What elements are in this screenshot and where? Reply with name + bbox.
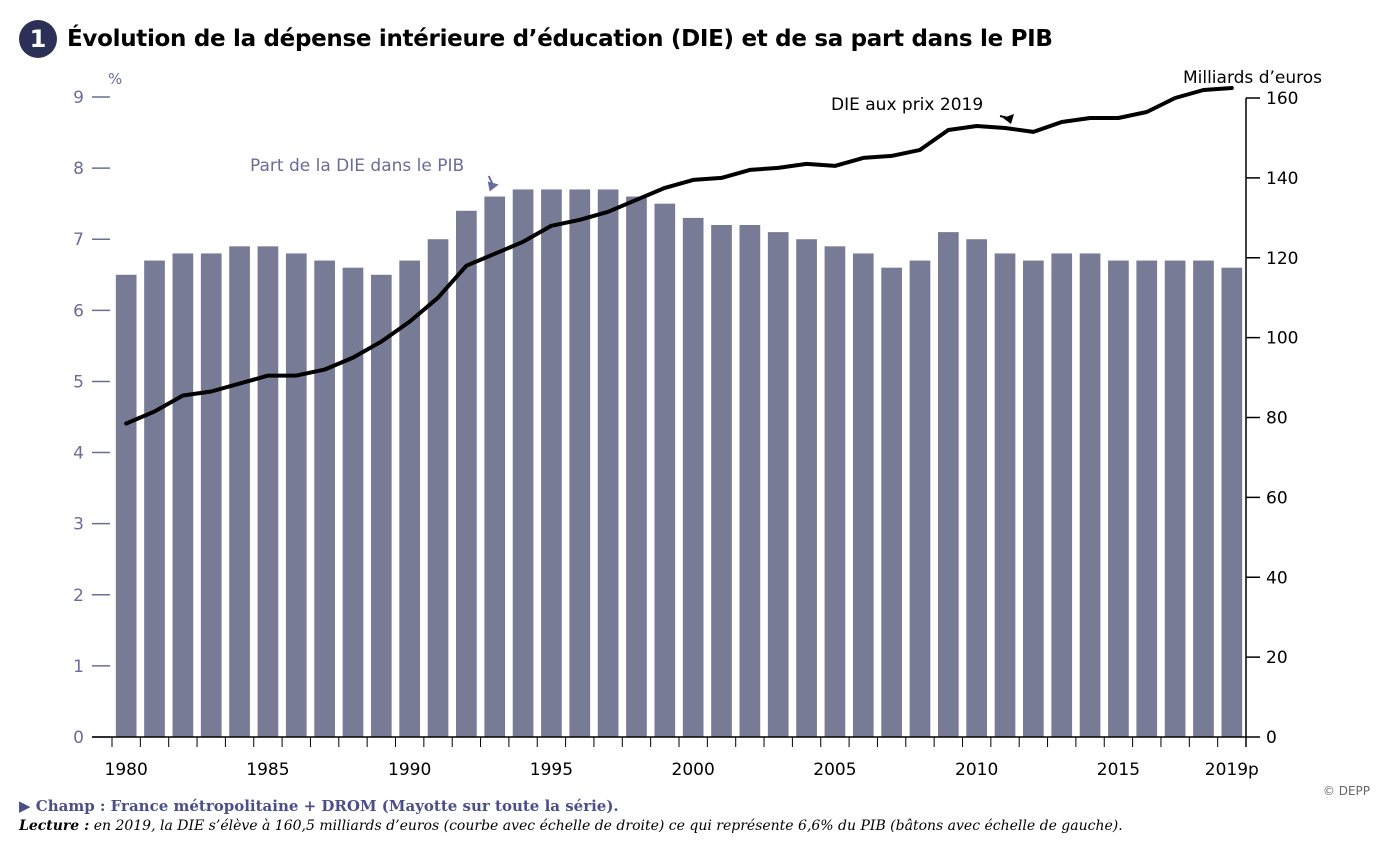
bar-2016 bbox=[1136, 260, 1158, 737]
chart-area: 0 1 2 3 4 5 6 7 8 9% 0 20 40 60 80 100 120 140 160Milliard… bbox=[73, 68, 1322, 780]
bar-2002 bbox=[739, 225, 761, 737]
bar-1996 bbox=[569, 189, 591, 737]
right-tick-label: 120 bbox=[1266, 249, 1298, 269]
x-tick-label-2019p: 2019p bbox=[1205, 760, 1259, 780]
lecture-text: en 2019, la DIE s’élève à 160,5 milliard… bbox=[89, 818, 1123, 834]
right-tick-label: 100 bbox=[1266, 329, 1298, 349]
die-line bbox=[124, 86, 1234, 426]
left-tick-label: 8 bbox=[73, 159, 84, 179]
bar-1982 bbox=[172, 253, 194, 737]
annotation-pib-label: Part de la DIE dans le PIB bbox=[250, 156, 464, 176]
x-tick-label-2000: 2000 bbox=[672, 760, 715, 780]
bar-1990 bbox=[399, 260, 421, 737]
credit-text: © DEPP bbox=[1322, 784, 1370, 798]
bar-2001 bbox=[711, 225, 732, 737]
left-tick-label: 3 bbox=[73, 515, 84, 535]
champ-note: ▶ Champ : France métropolitaine + DROM (… bbox=[19, 797, 619, 815]
lecture-label: Lecture : bbox=[19, 818, 90, 834]
left-tick-label: 9 bbox=[73, 88, 84, 108]
bar-2010 bbox=[966, 239, 988, 737]
annotation-pib-arrowhead bbox=[487, 181, 499, 192]
x-tick-label-1980: 1980 bbox=[105, 760, 148, 780]
right-tick-label: 0 bbox=[1266, 728, 1277, 748]
bar-1998 bbox=[626, 196, 647, 738]
chart-title-row: 1 Évolution de la dépense intérieure d’é… bbox=[19, 20, 1053, 58]
x-tick-label-1990: 1990 bbox=[388, 760, 431, 780]
right-axis-unit: Milliards d’euros bbox=[1183, 68, 1322, 88]
bar-2009 bbox=[937, 232, 959, 737]
lecture-note: Lecture : en 2019, la DIE s’élève à 160,… bbox=[19, 818, 1123, 834]
left-tick-label: 7 bbox=[73, 230, 84, 250]
bar-1989 bbox=[370, 274, 392, 737]
bar-2012 bbox=[1023, 260, 1044, 737]
right-tick-label: 60 bbox=[1266, 488, 1288, 508]
left-tick-label: 4 bbox=[73, 444, 84, 464]
figure-number-badge: 1 bbox=[19, 20, 57, 58]
bar-2004 bbox=[796, 239, 817, 737]
right-tick-label: 20 bbox=[1266, 648, 1288, 668]
bar-1999 bbox=[654, 203, 676, 737]
bar-1981 bbox=[144, 260, 165, 737]
bar-1995 bbox=[541, 189, 562, 737]
bar-2003 bbox=[767, 232, 789, 737]
bar-2000 bbox=[682, 217, 704, 737]
bar-1997 bbox=[597, 189, 619, 737]
right-tick-label: 40 bbox=[1266, 568, 1288, 588]
bar-1994 bbox=[512, 189, 534, 737]
bar-1987 bbox=[314, 260, 335, 737]
left-axis-unit: % bbox=[108, 70, 122, 88]
chart-title: Évolution de la dépense intérieure d’édu… bbox=[67, 26, 1053, 52]
x-tick-label-2005: 2005 bbox=[813, 760, 856, 780]
bar-1986 bbox=[285, 253, 307, 737]
bar-2013 bbox=[1051, 253, 1073, 737]
bar-2007 bbox=[881, 267, 902, 737]
left-tick-label: 2 bbox=[73, 586, 84, 606]
bar-2019p bbox=[1221, 267, 1243, 737]
bar-2018 bbox=[1193, 260, 1214, 737]
left-tick-label: 5 bbox=[73, 372, 84, 392]
bar-2011 bbox=[994, 253, 1016, 737]
bar-2014 bbox=[1079, 253, 1101, 737]
right-tick-label: 140 bbox=[1266, 169, 1298, 189]
bar-2005 bbox=[824, 246, 846, 738]
bar-2017 bbox=[1164, 260, 1186, 737]
x-tick-label-2010: 2010 bbox=[955, 760, 998, 780]
x-tick-label-1985: 1985 bbox=[246, 760, 289, 780]
left-tick-label: 6 bbox=[73, 301, 84, 321]
right-tick-label: 80 bbox=[1266, 409, 1288, 429]
x-tick-label-2015: 2015 bbox=[1097, 760, 1140, 780]
bar-1985 bbox=[257, 246, 279, 738]
x-tick-label-1995: 1995 bbox=[530, 760, 573, 780]
bar-2015 bbox=[1108, 260, 1129, 737]
annotation-die-label: DIE aux prix 2019 bbox=[831, 95, 983, 115]
annotation-die-arrowhead bbox=[1003, 113, 1015, 124]
left-tick-label: 0 bbox=[73, 728, 84, 748]
right-tick-label: 160 bbox=[1266, 89, 1298, 109]
bar-1992 bbox=[456, 210, 477, 737]
bar-1983 bbox=[200, 253, 222, 737]
bar-2006 bbox=[852, 253, 874, 737]
left-tick-label: 1 bbox=[73, 657, 84, 677]
bar-1984 bbox=[229, 246, 250, 738]
bar-1980 bbox=[115, 274, 137, 737]
bar-2008 bbox=[909, 260, 931, 737]
bar-1988 bbox=[342, 267, 364, 737]
bar-1991 bbox=[427, 239, 449, 737]
bar-1993 bbox=[484, 196, 506, 738]
